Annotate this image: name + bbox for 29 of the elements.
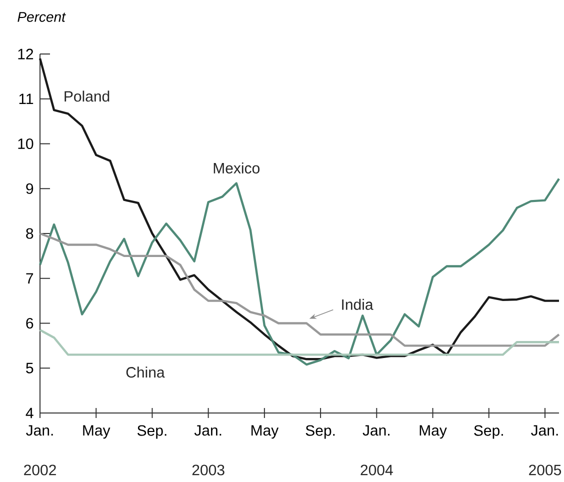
y-tick-label: 12 [18,48,34,60]
text: 2004 [360,464,393,476]
x-tick-label: Sep. [474,425,503,439]
y-tick-label: 8 [26,228,34,239]
y-tick-label: 4 [26,408,34,418]
series-label: China [126,366,165,378]
x-tick-label: Jan. [194,425,222,436]
x-tick-label: Jan. [26,425,53,436]
y-tick-label: 7 [26,273,34,284]
x-tick-label: Jan. [531,425,558,436]
x-tick-label: May [83,425,110,439]
y-tick-label: 5 [26,362,34,374]
y-tick-label: 10 [18,138,34,150]
x-tick-label: Sep. [137,425,166,439]
x-tick-label: May [420,425,447,439]
series-label: Mexico [214,162,260,174]
legend-label: India [342,298,374,310]
x-tick-label: May [252,425,279,439]
line-series [38,178,560,366]
y-tick-label: 9 [26,183,34,194]
y-tick-label: 6 [26,318,34,329]
y-tick-label: 11 [19,94,34,104]
series-label: Poland [64,90,110,102]
text: 2005 [529,464,562,476]
text: 2002 [24,464,56,476]
y-axis-title: Percent [18,12,66,22]
x-tick-label: Jan. [362,425,390,436]
text: 2003 [192,464,224,476]
x-tick-label: Sep. [306,425,335,439]
